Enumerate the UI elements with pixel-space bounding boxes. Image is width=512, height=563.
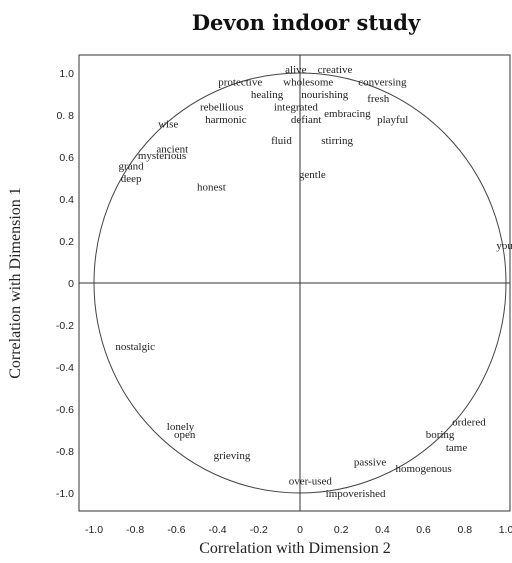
y-tick-label: 0 bbox=[68, 278, 74, 290]
word-label: ancient bbox=[156, 144, 188, 156]
chart-title: Devon indoor study bbox=[192, 10, 421, 35]
x-tick-label: 0.2 bbox=[334, 524, 349, 536]
y-tick-label: -0.8 bbox=[56, 446, 74, 458]
word-label: harmonic bbox=[205, 114, 247, 126]
x-tick-label: -0.4 bbox=[209, 524, 227, 536]
x-tick-label: -0.2 bbox=[250, 524, 268, 536]
x-tick-label: 0 bbox=[297, 524, 303, 536]
word-label: healing bbox=[251, 89, 284, 101]
word-label: mysterious bbox=[138, 150, 186, 162]
x-tick-label: 0.8 bbox=[457, 524, 472, 536]
y-tick-label: -0.2 bbox=[56, 320, 74, 332]
word-label: ordered bbox=[452, 417, 486, 429]
word-label: honest bbox=[197, 181, 226, 193]
word-label: nostalgic bbox=[115, 341, 155, 353]
y-tick-label: 0.6 bbox=[59, 152, 74, 164]
word-label: lonely bbox=[167, 421, 195, 433]
word-label: gentle bbox=[299, 169, 326, 181]
word-label: wise bbox=[158, 118, 178, 130]
word-label: fresh bbox=[367, 93, 389, 105]
x-tick-label: -1.0 bbox=[85, 524, 103, 536]
y-tick-label: -1.0 bbox=[56, 488, 74, 500]
word-labels: alive creative protective wholesome conversi… bbox=[115, 64, 512, 500]
word-label: boring bbox=[426, 429, 455, 441]
x-tick-label: -0.6 bbox=[167, 524, 185, 536]
y-tick-label: 0.2 bbox=[59, 236, 74, 248]
word-label: impoverished bbox=[326, 488, 386, 500]
x-tick-label: 0.6 bbox=[416, 524, 431, 536]
x-tick-label: 0.4 bbox=[375, 524, 390, 536]
word-label: deep bbox=[121, 173, 142, 185]
word-label: alive bbox=[285, 64, 306, 76]
word-label: grieving bbox=[214, 450, 251, 462]
word-label: playful bbox=[377, 114, 408, 126]
word-label: conversing bbox=[358, 76, 407, 88]
word-label: nourishing bbox=[301, 89, 349, 101]
y-axis-label: Correlation with Dimension 1 bbox=[7, 187, 24, 379]
word-label: embracing bbox=[324, 108, 371, 120]
word-label: stirring bbox=[321, 135, 353, 147]
y-tick-labels: 1.0 0. 8 0.6 0.4 0.2 0 -0.2 -0.4 -0.6 -0.8 -1.0 bbox=[56, 68, 74, 500]
x-tick-label: 1.0 bbox=[499, 524, 512, 536]
x-axis-label: Correlation with Dimension 2 bbox=[199, 540, 391, 557]
y-tick-label: 0. 8 bbox=[56, 110, 74, 122]
word-label: protective bbox=[218, 76, 262, 88]
word-label: tame bbox=[446, 442, 467, 454]
word-label: over-used bbox=[289, 475, 333, 487]
x-tick-labels: -1.0 -0.8 -0.6 -0.4 -0.2 0 0.2 0.4 0.6 0.8 1.0 bbox=[85, 524, 512, 536]
axis-lines bbox=[79, 55, 510, 511]
word-label: grand bbox=[119, 160, 145, 172]
word-label: passive bbox=[354, 457, 387, 469]
y-tick-label: 1.0 bbox=[59, 68, 74, 80]
word-label: defiant bbox=[291, 114, 322, 126]
word-label: young bbox=[496, 240, 512, 252]
word-label: integrated bbox=[274, 102, 318, 114]
word-label: open bbox=[174, 429, 196, 441]
word-label: creative bbox=[318, 64, 353, 76]
word-label: fluid bbox=[271, 135, 292, 147]
word-label: homogenous bbox=[395, 463, 451, 475]
y-tick-label: -0.4 bbox=[56, 362, 74, 374]
y-tick-label: 0.4 bbox=[59, 194, 74, 206]
word-label: wholesome bbox=[283, 76, 333, 88]
x-tick-label: -0.8 bbox=[126, 524, 144, 536]
y-tick-label: -0.6 bbox=[56, 404, 74, 416]
word-label: rebellious bbox=[200, 102, 243, 114]
